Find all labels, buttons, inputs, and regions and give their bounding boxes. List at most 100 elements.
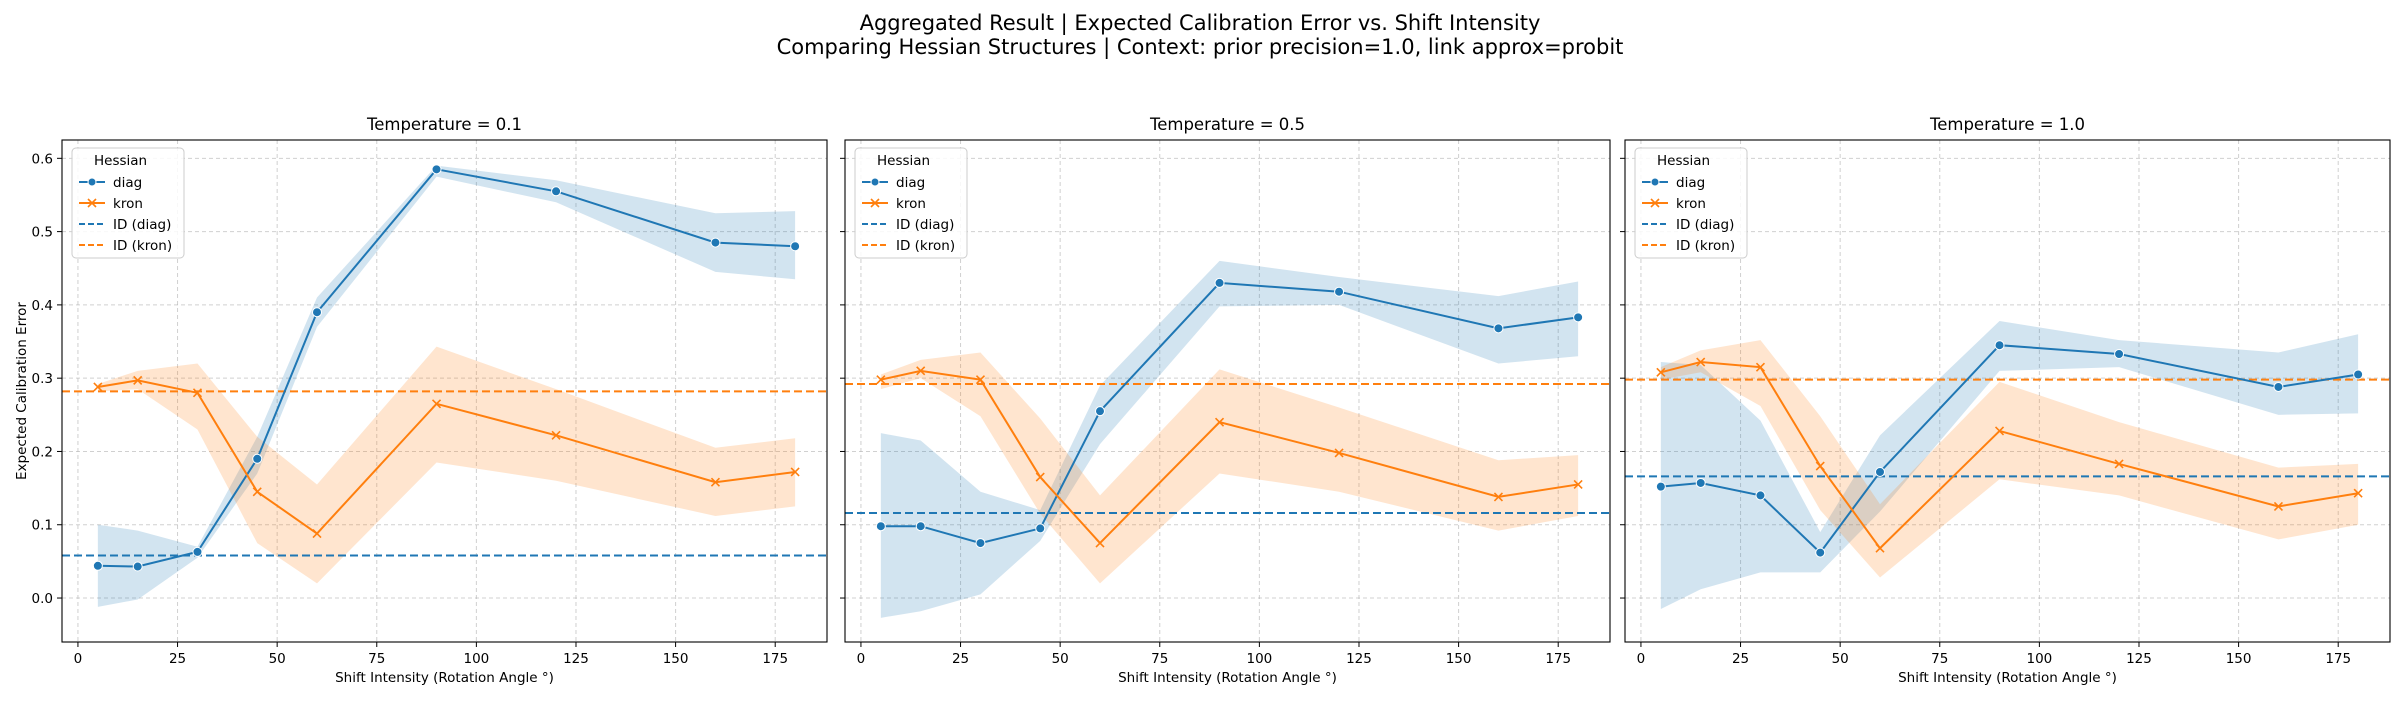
y-tick-label: 0.3 <box>32 371 53 387</box>
x-tick-label: 125 <box>563 651 589 667</box>
data-point-diag <box>1695 477 1706 488</box>
confidence-band-diag <box>880 260 1579 618</box>
y-tick-label: 0.0 <box>32 591 53 607</box>
x-tick-label: 150 <box>663 651 689 667</box>
data-point-kron <box>93 382 103 392</box>
legend-label: ID (kron) <box>1676 238 1735 254</box>
data-point-kron <box>1573 479 1583 490</box>
x-tick-label: 150 <box>2226 651 2252 667</box>
marker-stroke <box>93 382 103 392</box>
data-point-diag <box>1875 466 1885 477</box>
data-point-diag <box>1755 490 1766 501</box>
legend-item-diag: diag <box>862 175 925 191</box>
data-point-diag <box>132 561 143 572</box>
data-point-kron <box>710 477 721 487</box>
confidence-band-diag <box>97 165 796 607</box>
legend-item-id-diag: ID (diag) <box>862 217 954 233</box>
y-axis-label: Expected Calibration Error <box>14 302 30 480</box>
x-tick-label: 50 <box>1052 651 1069 667</box>
marker-stroke <box>252 487 262 497</box>
legend-label: kron <box>896 196 926 212</box>
confidence-band-kron <box>1660 340 2359 578</box>
data-point-diag <box>2273 381 2284 392</box>
axes-frame <box>1624 139 2391 643</box>
plot-area <box>1625 321 2390 610</box>
y-tick-label: 0.5 <box>32 225 53 241</box>
data-point-diag <box>1095 406 1105 417</box>
figure-title-line1: Aggregated Result | Expected Calibration… <box>860 11 1541 36</box>
y-tick-label: 0.4 <box>32 298 53 314</box>
x-tick-label: 0 <box>74 651 83 667</box>
y-tick-label: 0.2 <box>32 444 53 460</box>
legend-item-id-diag: ID (diag) <box>79 217 171 233</box>
data-point-diag <box>710 237 721 248</box>
data-point-diag <box>1815 547 1826 558</box>
marker-stroke <box>192 388 203 398</box>
data-point-kron <box>551 430 561 440</box>
y-tick-label: 0.1 <box>32 518 53 534</box>
marker-stroke <box>790 467 800 477</box>
legend-item-diag: diag <box>1642 175 1705 191</box>
data-point-diag <box>252 453 263 464</box>
marker-stroke <box>1875 543 1885 553</box>
data-point-diag <box>312 307 322 318</box>
data-point-kron <box>1994 426 2005 436</box>
x-tick-label: 25 <box>169 651 186 667</box>
x-tick-label: 125 <box>2126 651 2152 667</box>
legend-swatch-marker <box>1650 198 1660 208</box>
data-point-kron <box>2273 501 2284 511</box>
legend-swatch-marker <box>1650 177 1660 187</box>
data-point-kron <box>790 467 800 477</box>
data-point-kron <box>1656 367 1666 377</box>
legend-swatch-marker <box>870 198 880 208</box>
legend-label: ID (diag) <box>896 217 954 233</box>
data-point-diag <box>2114 348 2125 359</box>
data-point-diag <box>975 538 986 549</box>
data-point-kron <box>1035 472 1045 482</box>
data-point-kron <box>1214 417 1225 427</box>
data-point-kron <box>975 375 986 385</box>
x-tick-label: 75 <box>1931 651 1948 667</box>
plot-area <box>62 164 827 607</box>
legend: Hessian diag kron ID (diag) ID (kron) <box>71 147 185 259</box>
data-point-kron <box>1815 461 1825 471</box>
legend-item-id-diag: ID (diag) <box>1642 217 1734 233</box>
marker-stroke <box>1334 448 1344 458</box>
data-point-diag <box>915 521 926 532</box>
marker-stroke <box>431 399 442 409</box>
plot-area <box>845 260 1610 618</box>
legend-item-id-kron: ID (kron) <box>79 238 172 254</box>
x-tick-label: 75 <box>1151 651 1168 667</box>
legend-label: diag <box>1676 175 1705 191</box>
legend: Hessian diag kron ID (diag) ID (kron) <box>1634 147 1748 259</box>
legend-label: ID (diag) <box>113 217 171 233</box>
legend-item-id-kron: ID (kron) <box>862 238 955 254</box>
data-point-diag <box>1573 312 1584 323</box>
axes-frame <box>61 139 828 643</box>
legend-label: ID (diag) <box>1676 217 1734 233</box>
data-point-kron <box>1334 448 1344 458</box>
x-tick-label: 0 <box>1637 651 1646 667</box>
marker-stroke <box>1815 461 1825 471</box>
axes-frame <box>844 139 1611 643</box>
legend-label: diag <box>896 175 925 191</box>
data-point-kron <box>1696 357 1706 367</box>
x-tick-label: 175 <box>762 651 788 667</box>
confidence-band-kron <box>880 352 1579 584</box>
x-axis-label: Shift Intensity (Rotation Angle °) <box>335 670 554 686</box>
panel-2: 0 25 50 75 100 125 150 175 Temperature = 0.5 Shif… <box>840 115 1611 686</box>
data-point-diag <box>875 521 886 532</box>
data-point-kron <box>1875 543 1885 553</box>
legend-item-id-kron: ID (kron) <box>1642 238 1735 254</box>
data-point-kron <box>1755 362 1766 372</box>
x-tick-label: 100 <box>2026 651 2052 667</box>
legend-item-kron: kron <box>1642 196 1706 212</box>
panel-1: 0 25 50 75 100 125 150 175 0.0 0.1 0.2 0.3 0.4 0.5 0.6… <box>14 115 828 686</box>
marker-stroke <box>133 375 143 385</box>
data-point-diag <box>551 186 562 197</box>
y-tick-label: 0.6 <box>32 151 53 167</box>
legend-title: Hessian <box>877 153 930 169</box>
legend-label: ID (kron) <box>896 238 955 254</box>
